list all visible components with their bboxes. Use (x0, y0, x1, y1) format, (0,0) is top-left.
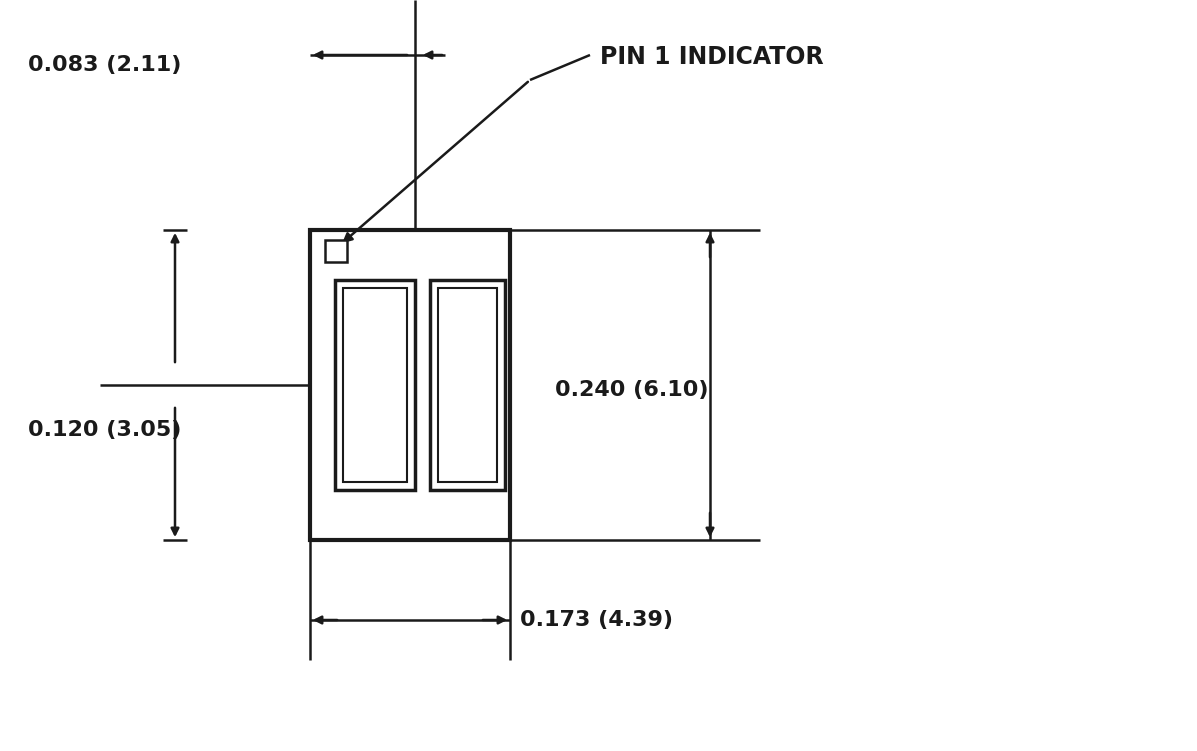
Bar (326, 240, 347, 262)
Text: PIN 1 INDICATOR: PIN 1 INDICATOR (600, 45, 824, 69)
Bar (438, 288, 497, 482)
Bar (335, 280, 415, 490)
Bar (344, 288, 407, 482)
Text: 0.083 (2.11): 0.083 (2.11) (28, 55, 182, 75)
Bar (430, 280, 505, 490)
Text: 0.120 (3.05): 0.120 (3.05) (28, 420, 182, 440)
Text: 0.173 (4.39): 0.173 (4.39) (519, 610, 673, 630)
Text: 0.240 (6.10): 0.240 (6.10) (555, 380, 709, 400)
Bar (310, 230, 510, 540)
